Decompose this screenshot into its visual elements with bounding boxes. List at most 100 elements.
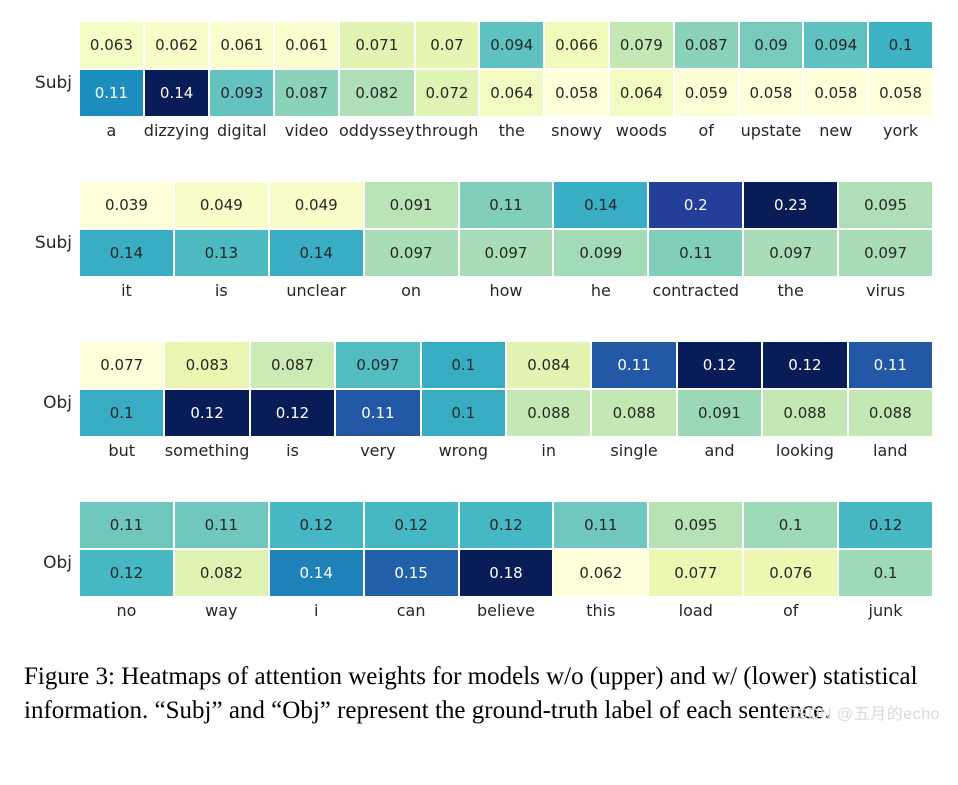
heatmap-cell: 0.077 xyxy=(79,341,164,389)
heatmap-cell: 0.062 xyxy=(144,21,210,69)
heatmap-cell: 0.11 xyxy=(174,501,269,549)
heatmap-xlabel: of xyxy=(674,117,739,145)
heatmap-xlabel: woods xyxy=(609,117,674,145)
heatmap-cell: 0.14 xyxy=(269,549,364,597)
heatmap-cell: 0.09 xyxy=(739,21,804,69)
heatmap-grid: 0.110.110.120.120.120.110.0950.10.120.12… xyxy=(78,500,934,626)
watermark-text: CSDN @五月的echo xyxy=(785,704,940,726)
heatmap-xlabel: the xyxy=(743,277,838,305)
heatmap-cell: 0.1 xyxy=(79,389,164,437)
heatmap-cell: 0.091 xyxy=(677,389,762,437)
heatmap-cell: 0.095 xyxy=(648,501,743,549)
heatmap-xlabel: wrong xyxy=(421,437,506,465)
heatmap-cell: 0.058 xyxy=(739,69,804,117)
heatmap-ylabel: Subj xyxy=(24,233,78,253)
heatmap-cell: 0.12 xyxy=(164,389,249,437)
heatmap-xlabel: snowy xyxy=(544,117,609,145)
heatmap-xlabel: load xyxy=(648,597,743,625)
heatmap-block: Obj0.110.110.120.120.120.110.0950.10.120… xyxy=(24,500,934,626)
heatmap-cell: 0.12 xyxy=(250,389,335,437)
heatmap-cell: 0.059 xyxy=(674,69,739,117)
heatmap-cell: 0.077 xyxy=(648,549,743,597)
heatmap-xlabel: on xyxy=(364,277,459,305)
heatmap-cell: 0.061 xyxy=(274,21,339,69)
heatmap-cell: 0.11 xyxy=(848,341,933,389)
heatmap-cell: 0.097 xyxy=(838,229,933,277)
heatmap-cell: 0.1 xyxy=(838,549,933,597)
heatmap-xlabel: can xyxy=(364,597,459,625)
heatmap-cell: 0.2 xyxy=(648,181,743,229)
heatmap-cell: 0.091 xyxy=(364,181,459,229)
heatmap-cell: 0.064 xyxy=(609,69,674,117)
heatmap-xlabel: upstate xyxy=(739,117,804,145)
heatmap-xlabel: this xyxy=(553,597,648,625)
heatmap-cell: 0.084 xyxy=(506,341,591,389)
caption-text: Figure 3: Heatmaps of attention weights … xyxy=(24,663,918,724)
heatmap-cell: 0.087 xyxy=(674,21,739,69)
heatmap-cell: 0.1 xyxy=(421,341,506,389)
heatmap-xlabel: of xyxy=(743,597,838,625)
heatmap-cell: 0.088 xyxy=(506,389,591,437)
heatmap-cell: 0.099 xyxy=(553,229,648,277)
heatmap-grid: 0.0390.0490.0490.0910.110.140.20.230.095… xyxy=(78,180,934,306)
heatmap-xlabel: is xyxy=(250,437,335,465)
heatmap-xlabel: junk xyxy=(838,597,933,625)
heatmap-cell: 0.13 xyxy=(174,229,269,277)
heatmap-cell: 0.049 xyxy=(174,181,269,229)
heatmap-xlabel: unclear xyxy=(269,277,364,305)
heatmap-cell: 0.082 xyxy=(339,69,415,117)
heatmap-cell: 0.097 xyxy=(364,229,459,277)
heatmap-cell: 0.15 xyxy=(364,549,459,597)
heatmap-ylabel: Obj xyxy=(24,393,78,413)
heatmap-xlabel: i xyxy=(269,597,364,625)
heatmap-cell: 0.094 xyxy=(479,21,544,69)
heatmap-cell: 0.12 xyxy=(838,501,933,549)
heatmap-cell: 0.14 xyxy=(553,181,648,229)
heatmap-xlabel: he xyxy=(553,277,648,305)
heatmap-cell: 0.061 xyxy=(209,21,274,69)
heatmap-cell: 0.11 xyxy=(459,181,554,229)
heatmap-xlabel: through xyxy=(415,117,480,145)
heatmap-xlabel: and xyxy=(677,437,762,465)
heatmap-cell: 0.064 xyxy=(479,69,544,117)
heatmap-xlabel: it xyxy=(79,277,174,305)
heatmap-xlabel: no xyxy=(79,597,174,625)
heatmap-xlabel: how xyxy=(459,277,554,305)
heatmap-cell: 0.12 xyxy=(677,341,762,389)
heatmap-block: Subj0.0390.0490.0490.0910.110.140.20.230… xyxy=(24,180,934,306)
heatmap-xlabel: digital xyxy=(209,117,274,145)
heatmap-grid: 0.0630.0620.0610.0610.0710.070.0940.0660… xyxy=(78,20,934,146)
heatmap-cell: 0.072 xyxy=(415,69,480,117)
heatmap-grid: 0.0770.0830.0870.0970.10.0840.110.120.12… xyxy=(78,340,934,466)
heatmap-cell: 0.039 xyxy=(79,181,174,229)
heatmap-xlabel: video xyxy=(274,117,339,145)
heatmap-cell: 0.11 xyxy=(553,501,648,549)
heatmap-cell: 0.11 xyxy=(79,69,144,117)
heatmap-block: Obj0.0770.0830.0870.0970.10.0840.110.120… xyxy=(24,340,934,466)
heatmap-xlabel: looking xyxy=(762,437,847,465)
heatmap-cell: 0.049 xyxy=(269,181,364,229)
heatmap-cell: 0.07 xyxy=(415,21,480,69)
heatmap-xlabel: is xyxy=(174,277,269,305)
figure-container: Subj0.0630.0620.0610.0610.0710.070.0940.… xyxy=(24,20,934,626)
heatmap-cell: 0.063 xyxy=(79,21,144,69)
heatmap-xlabel: contracted xyxy=(648,277,743,305)
heatmap-xlabel: in xyxy=(506,437,591,465)
heatmap-cell: 0.087 xyxy=(250,341,335,389)
heatmap-cell: 0.1 xyxy=(421,389,506,437)
heatmap-cell: 0.094 xyxy=(803,21,868,69)
heatmap-xlabel: way xyxy=(174,597,269,625)
figure-caption: Figure 3: Heatmaps of attention weights … xyxy=(24,660,934,728)
heatmap-cell: 0.097 xyxy=(459,229,554,277)
heatmap-cell: 0.093 xyxy=(209,69,274,117)
heatmap-cell: 0.12 xyxy=(79,549,174,597)
heatmap-cell: 0.088 xyxy=(848,389,933,437)
heatmap-cell: 0.088 xyxy=(591,389,676,437)
heatmap-cell: 0.079 xyxy=(609,21,674,69)
heatmap-cell: 0.11 xyxy=(335,389,420,437)
heatmap-xlabel: dizzying xyxy=(144,117,210,145)
heatmap-ylabel: Obj xyxy=(24,553,78,573)
heatmap-xlabel: very xyxy=(335,437,420,465)
heatmap-cell: 0.12 xyxy=(364,501,459,549)
heatmap-cell: 0.076 xyxy=(743,549,838,597)
